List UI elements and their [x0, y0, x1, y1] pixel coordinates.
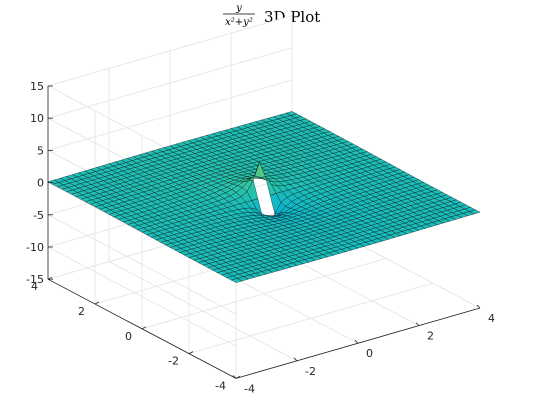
- z-tick-label: -10: [26, 241, 44, 254]
- z-tick-label: 10: [30, 112, 44, 125]
- y-tick-label: -4: [215, 379, 226, 392]
- x-tick-label: -2: [305, 365, 316, 378]
- x-tick-label: 4: [488, 312, 495, 325]
- title-denominator: x²+y²: [225, 17, 253, 28]
- x-tick-label: -4: [244, 382, 255, 395]
- y-tick-label: 0: [125, 330, 132, 343]
- title-numerator: y: [235, 3, 242, 14]
- z-tick-label: -5: [33, 209, 44, 222]
- y-tick-label: 2: [78, 305, 85, 318]
- z-tick-label: 5: [37, 144, 44, 157]
- z-tick-label: 15: [30, 80, 44, 93]
- x-tick-label: 2: [427, 330, 434, 343]
- z-tick-label: 0: [37, 177, 44, 190]
- y-tick-label: -2: [168, 355, 179, 368]
- x-tick-label: 0: [366, 347, 373, 360]
- y-tick-label: 4: [31, 280, 38, 293]
